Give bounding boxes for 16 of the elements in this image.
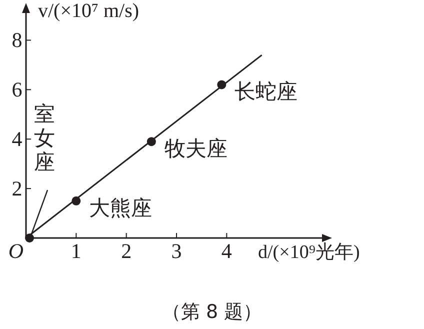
y-tick-label: 4 [12, 127, 23, 152]
text: （第 8 题） [162, 301, 262, 323]
x-tick-label: 3 [171, 239, 182, 263]
annotation: 长蛇座 [234, 80, 298, 104]
y-tick-label: 2 [12, 176, 22, 201]
annotation: 大熊座 [89, 196, 152, 220]
annotation: 室女座 [34, 102, 56, 174]
y-tick-label: 6 [12, 78, 22, 102]
y-axis-title: v/(×10⁷ m/s) [38, 0, 140, 22]
annotation: 牧夫座 [164, 136, 228, 161]
x-tick-label: 4 [221, 239, 232, 263]
x-axis-title: d/(×10⁹光年) [258, 242, 360, 263]
y-tick-label: 8 [12, 28, 22, 52]
x-tick-label: 1 [70, 239, 82, 263]
x-tick-label: O [8, 239, 24, 263]
x-tick-label: 2 [121, 239, 132, 263]
